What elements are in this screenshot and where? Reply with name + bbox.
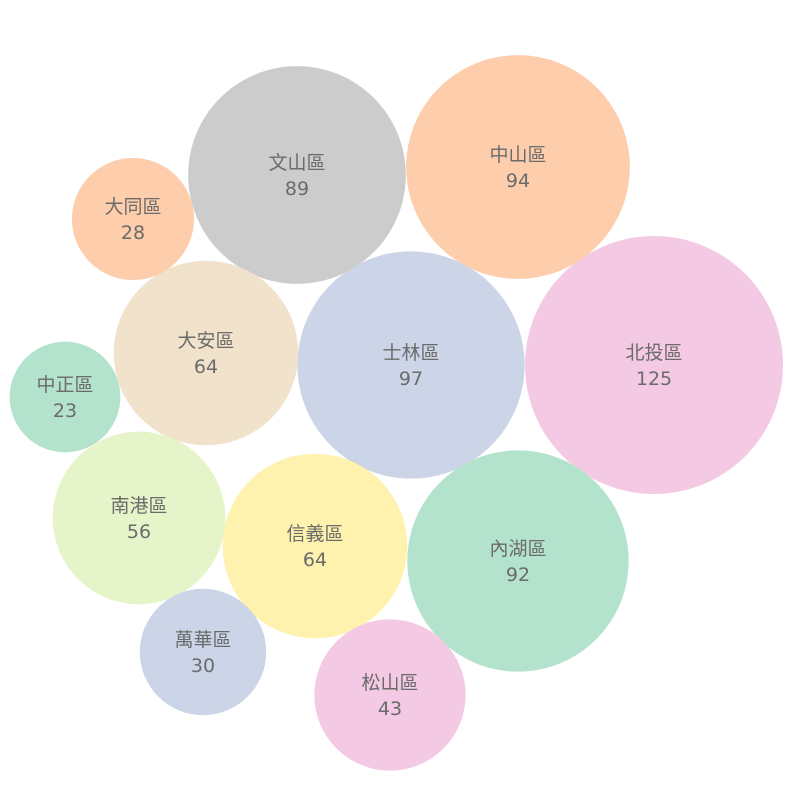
bubble-value-label: 89 [285, 178, 309, 200]
bubble-circle [407, 450, 629, 672]
bubble-circle [139, 588, 267, 716]
bubble-value-label: 92 [506, 564, 530, 586]
bubble-name-label: 萬華區 [174, 629, 231, 651]
bubble-circle [314, 619, 466, 771]
bubble-value-label: 28 [121, 222, 145, 244]
bubble-circle [406, 55, 630, 279]
bubble-name-label: 士林區 [382, 342, 439, 364]
bubble-circle [71, 157, 195, 281]
bubble-name-label: 中正區 [36, 374, 93, 396]
bubble: 松山區 43 [314, 619, 466, 771]
bubble-value-label: 64 [303, 549, 327, 571]
bubble-name-label: 中山區 [489, 144, 546, 166]
bubble: 文山區 89 [188, 66, 406, 284]
bubble-circle [297, 251, 525, 479]
bubble-name-label: 北投區 [625, 342, 682, 364]
bubble: 萬華區 30 [139, 588, 267, 716]
bubble: 信義區 64 [222, 453, 408, 639]
bubble-name-label: 松山區 [361, 672, 418, 694]
bubble-circle [9, 341, 121, 453]
bubble: 大安區 64 [113, 260, 299, 446]
bubble-circle [525, 236, 783, 494]
bubble-name-label: 大安區 [177, 330, 234, 352]
bubble-value-label: 64 [194, 356, 218, 378]
bubble-circle [222, 453, 408, 639]
bubble: 中山區 94 [406, 55, 630, 279]
bubble: 內湖區 92 [407, 450, 629, 672]
bubble: 大同區 28 [71, 157, 195, 281]
bubble-value-label: 43 [378, 698, 402, 720]
bubble-value-label: 56 [127, 521, 151, 543]
bubble-name-label: 文山區 [268, 152, 325, 174]
bubble-value-label: 23 [53, 400, 77, 422]
bubble-circle [188, 66, 406, 284]
bubble-name-label: 內湖區 [489, 538, 546, 560]
bubble: 南港區 56 [52, 431, 226, 605]
bubble-circle [52, 431, 226, 605]
bubble-name-label: 大同區 [104, 196, 161, 218]
bubble: 士林區 97 [297, 251, 525, 479]
bubble-value-label: 30 [191, 655, 215, 677]
bubble: 北投區 125 [525, 236, 783, 494]
bubble-name-label: 南港區 [110, 495, 167, 517]
bubble-value-label: 94 [506, 170, 530, 192]
bubble-circle [113, 260, 299, 446]
bubble-value-label: 125 [636, 368, 672, 390]
bubble-value-label: 97 [399, 368, 423, 390]
bubble-name-label: 信義區 [286, 523, 343, 545]
bubble: 中正區 23 [9, 341, 121, 453]
